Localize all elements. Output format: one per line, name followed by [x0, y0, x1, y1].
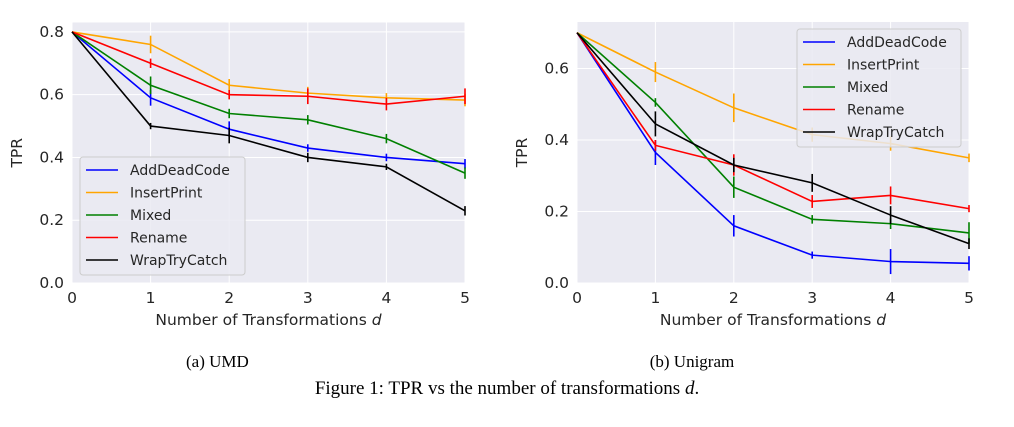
legend-label-adddeadcode: AddDeadCode: [130, 163, 230, 179]
legend-label-mixed: Mixed: [130, 208, 171, 224]
series-line-adddeadcode: [71, 31, 466, 165]
caption-prefix: Figure 1: TPR vs the number of transform…: [314, 378, 685, 399]
legend-label-wraptrycatch: WrapTryCatch: [847, 125, 944, 141]
legend: AddDeadCode InsertPrint Mixed Rename WrapTry…: [796, 28, 962, 148]
legend-label-rename: Rename: [847, 103, 904, 119]
legend-label-wraptrycatch: WrapTryCatch: [130, 253, 227, 269]
x-tick-label: 5: [460, 289, 470, 307]
y-tick-label: 0.6: [544, 59, 569, 77]
subplot-label-umd: (a) UMD: [186, 352, 249, 371]
subplot-label-unigram: (b) Unigram: [649, 352, 735, 371]
legend-label-mixed: Mixed: [847, 80, 888, 96]
x-tick-label: 0: [67, 289, 77, 307]
series-line-wraptrycatch: [71, 31, 466, 212]
y-tick-label: 0.4: [39, 148, 64, 166]
legend: AddDeadCode InsertPrint Mixed Rename WrapTry…: [79, 156, 246, 276]
legend-label-rename: Rename: [130, 231, 187, 247]
caption-suffix: .: [694, 378, 700, 399]
legend-box: [79, 156, 246, 276]
legend-label-insertprint: InsertPrint: [847, 58, 920, 74]
y-axis-label: TPR: [513, 137, 531, 168]
x-axis-variable: d: [372, 311, 382, 329]
y-tick-label: 0.0: [39, 274, 64, 292]
x-tick-label: 2: [224, 289, 234, 307]
y-tick-label: 0.4: [544, 131, 569, 149]
y-tick-label: 0.2: [39, 211, 64, 229]
x-axis-variable: d: [876, 311, 886, 329]
series-line-adddeadcode: [576, 32, 970, 265]
x-axis-label: Number of Transformations d: [660, 311, 886, 329]
series-line-rename: [576, 32, 970, 210]
x-tick-label: 4: [886, 289, 896, 307]
legend-label-adddeadcode: AddDeadCode: [847, 35, 947, 51]
series-line-rename: [71, 31, 466, 105]
x-tick-label: 1: [650, 289, 660, 307]
legend-label-insertprint: InsertPrint: [130, 186, 203, 202]
series-line-insertprint: [71, 31, 466, 101]
chart-umd: 0 1 2 3 4 5 0.0 0.2 0.4 0.6 0.8 Number of Transform…: [8, 22, 470, 329]
x-tick-label: 4: [381, 289, 391, 307]
x-tick-label: 0: [572, 289, 582, 307]
y-tick-label: 0.8: [39, 23, 64, 41]
x-tick-label: 3: [303, 289, 313, 307]
y-tick-label: 0.2: [544, 202, 569, 220]
figure-caption: Figure 1: TPR vs the number of transform…: [0, 378, 1014, 400]
x-tick-label: 3: [807, 289, 817, 307]
y-tick-label: 0.6: [39, 86, 64, 104]
x-tick-label: 5: [964, 289, 974, 307]
series-line-mixed: [71, 31, 466, 174]
series-line-wraptrycatch: [576, 32, 970, 245]
x-tick-label: 2: [729, 289, 739, 307]
x-tick-label: 1: [146, 289, 156, 307]
x-axis-label: Number of Transformations d: [155, 311, 381, 329]
y-axis-label: TPR: [8, 138, 26, 169]
series-line-mixed: [576, 32, 970, 234]
caption-variable: d: [684, 378, 695, 399]
y-tick-label: 0.0: [544, 274, 569, 292]
legend-box: [796, 28, 962, 148]
chart-unigram: 0 1 2 3 4 5 0.0 0.2 0.4 0.6 Number of Transformati…: [513, 22, 974, 329]
